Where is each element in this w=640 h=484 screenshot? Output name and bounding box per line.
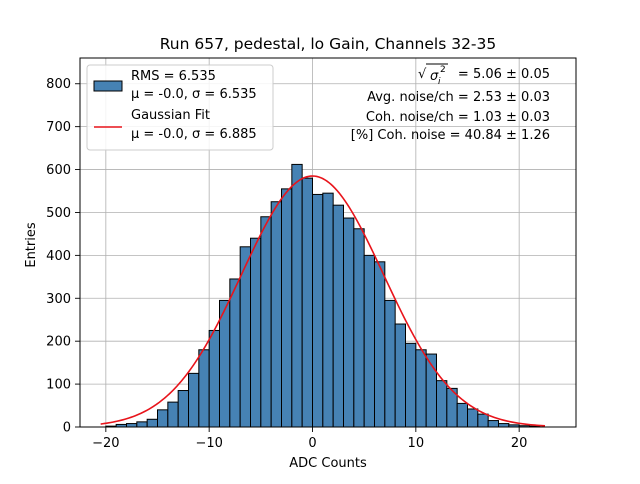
y-tick-label: 400 <box>46 249 71 264</box>
legend-fit-line2: μ = -0.0, σ = 6.885 <box>131 127 257 142</box>
histogram-bar <box>126 423 138 428</box>
x-tick-label: 10 <box>408 436 425 451</box>
y-tick-label: 200 <box>46 335 71 350</box>
histogram-bar <box>167 401 179 428</box>
histogram-bar <box>157 409 169 428</box>
histogram-bar <box>301 177 313 428</box>
y-tick-label: 0 <box>63 421 71 436</box>
y-tick-label: 300 <box>46 292 71 307</box>
histogram-bars <box>105 163 541 428</box>
histogram-bar <box>405 342 417 428</box>
x-axis-label: ADC Counts <box>289 456 367 471</box>
histogram-bar <box>332 204 344 428</box>
histogram-bar <box>487 420 499 428</box>
annotation-coh-noise-percent: [%] Coh. noise = 40.84 ± 1.26 <box>351 128 550 143</box>
chart-title: Run 657, pedestal, lo Gain, Channels 32-… <box>160 35 497 53</box>
legend-histogram-patch <box>93 80 123 92</box>
annotation-avg-noise: Avg. noise/ch = 2.53 ± 0.03 <box>367 90 550 105</box>
histogram-bar <box>374 261 386 428</box>
histogram-bar <box>456 402 468 428</box>
histogram-bar <box>208 329 221 428</box>
histogram-bar <box>498 423 510 428</box>
y-axis-label: Entries <box>24 222 39 268</box>
noise-annotations: √ σ i 2 = 5.06 ± 0.05 Avg. noise/ch = 2.… <box>351 63 550 143</box>
sigma-symbol: σ <box>430 69 439 84</box>
legend-box <box>86 64 274 151</box>
histogram-bar <box>343 217 355 428</box>
legend-histogram-line1: RMS = 6.535 <box>131 69 216 84</box>
histogram-bar <box>467 408 479 428</box>
x-tick-label: −20 <box>92 436 119 451</box>
histogram-bar <box>436 380 448 428</box>
histogram-bar <box>270 201 282 428</box>
annotation-coh-noise: Coh. noise/ch = 1.03 ± 0.03 <box>366 110 550 125</box>
y-tick-label: 100 <box>46 378 71 393</box>
histogram-bar <box>188 372 200 428</box>
histogram-bar <box>394 323 406 428</box>
sqrt-symbol: √ <box>418 67 427 82</box>
axes-frame <box>79 57 577 428</box>
annotation-sigma-sqrt: √ σ i 2 = 5.06 ± 0.05 <box>418 63 550 87</box>
histogram-bar <box>136 421 148 428</box>
gaussian-fit-layer <box>100 175 546 427</box>
y-tick-label: 700 <box>46 120 71 135</box>
histogram-bar <box>146 418 159 428</box>
legend: RMS = 6.535 μ = -0.0, σ = 6.535 Gaussian… <box>86 64 274 151</box>
histogram-bar <box>198 349 210 428</box>
x-tick-label: 0 <box>308 436 316 451</box>
histogram-bar <box>353 228 365 428</box>
histogram-bar <box>477 413 489 428</box>
legend-fit-line1: Gaussian Fit <box>131 108 210 123</box>
histogram-bar <box>260 216 272 428</box>
y-tick-label: 500 <box>46 206 71 221</box>
y-tick-label: 600 <box>46 163 71 178</box>
sigma-superscript: 2 <box>440 65 446 75</box>
legend-histogram-line2: μ = -0.0, σ = 6.535 <box>131 87 257 102</box>
sigma-subscript: i <box>438 77 441 87</box>
x-tick-label: −10 <box>195 436 222 451</box>
histogram-bar <box>312 193 324 428</box>
histogram-bar <box>250 237 262 428</box>
histogram-bar <box>219 299 231 428</box>
gaussian-fit-curve <box>100 175 546 427</box>
histogram-bar <box>281 188 293 428</box>
x-tick-label: 20 <box>511 436 528 451</box>
histogram-bar <box>229 278 241 428</box>
histogram-bar <box>384 299 396 428</box>
sigma-value: = 5.06 ± 0.05 <box>458 67 550 82</box>
y-tick-label: 800 <box>46 77 71 92</box>
histogram-bar <box>363 254 375 428</box>
histogram-bar <box>322 192 334 428</box>
histogram-bar <box>415 349 427 428</box>
histogram-bar <box>177 390 190 428</box>
histogram-bar <box>291 163 303 428</box>
